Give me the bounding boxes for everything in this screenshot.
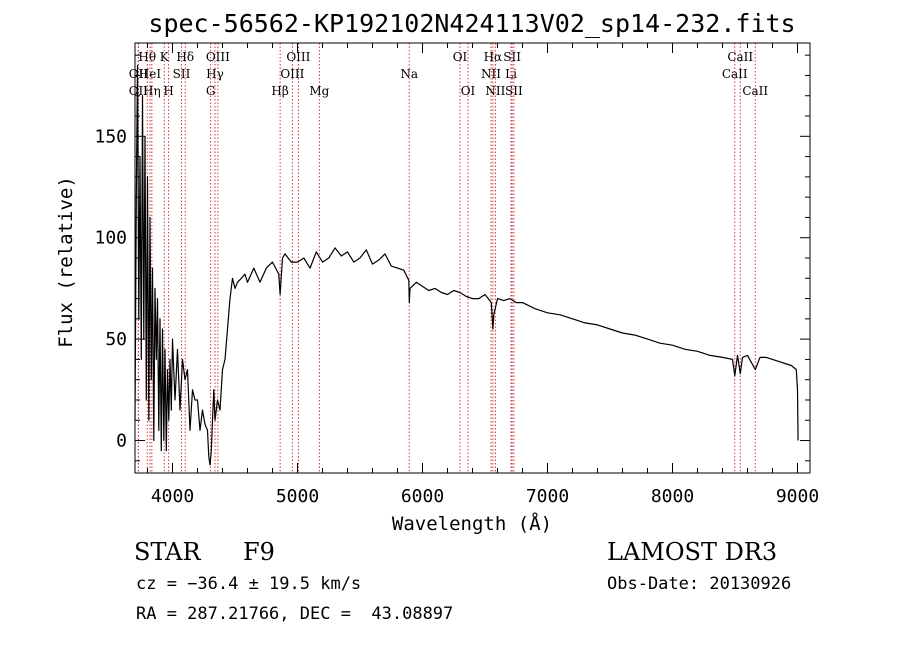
plot-frame <box>134 42 811 474</box>
spectral-line-label: H <box>163 84 173 98</box>
y-tick-label: 0 <box>116 431 127 452</box>
flux-line <box>134 64 799 466</box>
x-tick-label: 6000 <box>401 486 444 507</box>
spectral-line-label: OIII <box>286 50 310 64</box>
y-axis-label: Flux (relative) <box>55 176 77 348</box>
spectral-line-label: OIII <box>206 50 230 64</box>
x-tick-label: 8000 <box>651 486 694 507</box>
spectral-line-label: CaII <box>727 50 753 64</box>
observation-date: Obs-Date: 20130926 <box>607 574 792 594</box>
spectral-line-label: Li <box>505 67 517 81</box>
spectral-line-label: OII <box>129 67 149 81</box>
spectral-line-label: NII <box>485 84 505 98</box>
survey-name: LAMOST DR3 <box>607 538 778 566</box>
spectral-lines <box>137 43 756 473</box>
spectral-line-label: Na <box>400 67 418 81</box>
spectral-line-label: HeI <box>139 67 162 81</box>
x-tick-label: 4000 <box>151 486 194 507</box>
flux-series <box>134 64 799 466</box>
spectral-line-label: Hβ <box>271 84 288 98</box>
x-axis-label: Wavelength (Å) <box>392 512 552 535</box>
spectral-line-label: K <box>160 50 170 64</box>
axis-ticks: 4000 5000 6000 7000 8000 9000 0 50 100 150 <box>94 43 819 507</box>
radial-velocity: cz = −36.4 ± 19.5 km/s <box>136 574 362 594</box>
spectral-line-label: SII <box>505 84 523 98</box>
y-tick-label: 50 <box>105 329 127 350</box>
spectral-line-label: Hη <box>143 84 161 98</box>
spectral-line-label: NII <box>481 67 501 81</box>
chart-title: spec-56562-KP192102N424113V02_sp14-232.f… <box>148 9 795 38</box>
spectral-line-label: SII <box>503 50 521 64</box>
y-tick-label: 100 <box>94 228 127 249</box>
spectral-line-label: SII <box>173 67 191 81</box>
spectral-line-label: OIII <box>280 67 304 81</box>
spectral-line-label: G <box>206 84 216 98</box>
object-class: STAR <box>134 538 201 566</box>
spectral-subclass: F9 <box>243 538 275 566</box>
y-tick-label: 150 <box>94 126 127 147</box>
spectral-line-label: Hα <box>484 50 503 64</box>
spectral-line-label: OI <box>461 84 476 98</box>
spectral-line-labels: OIIOIIHθHeIHηKHSIIHδGHγOIIIHβOIIIOIIIMgN… <box>129 50 769 98</box>
spectral-line-label: Hγ <box>206 67 224 81</box>
x-tick-label: 9000 <box>776 486 819 507</box>
spectral-line-label: OI <box>453 50 468 64</box>
x-tick-label: 5000 <box>276 486 319 507</box>
spectral-line-label: CaII <box>722 67 748 81</box>
spectral-line-label: OII <box>129 84 149 98</box>
spectral-line-label: Hδ <box>176 50 194 64</box>
spectral-line-label: Hθ <box>138 50 156 64</box>
spectral-line-label: CaII <box>742 84 768 98</box>
spectral-line-label: Mg <box>309 84 329 98</box>
sky-coordinates: RA = 287.21766, DEC = 43.08897 <box>136 604 454 624</box>
x-tick-label: 7000 <box>526 486 569 507</box>
plot-axes <box>134 42 811 474</box>
